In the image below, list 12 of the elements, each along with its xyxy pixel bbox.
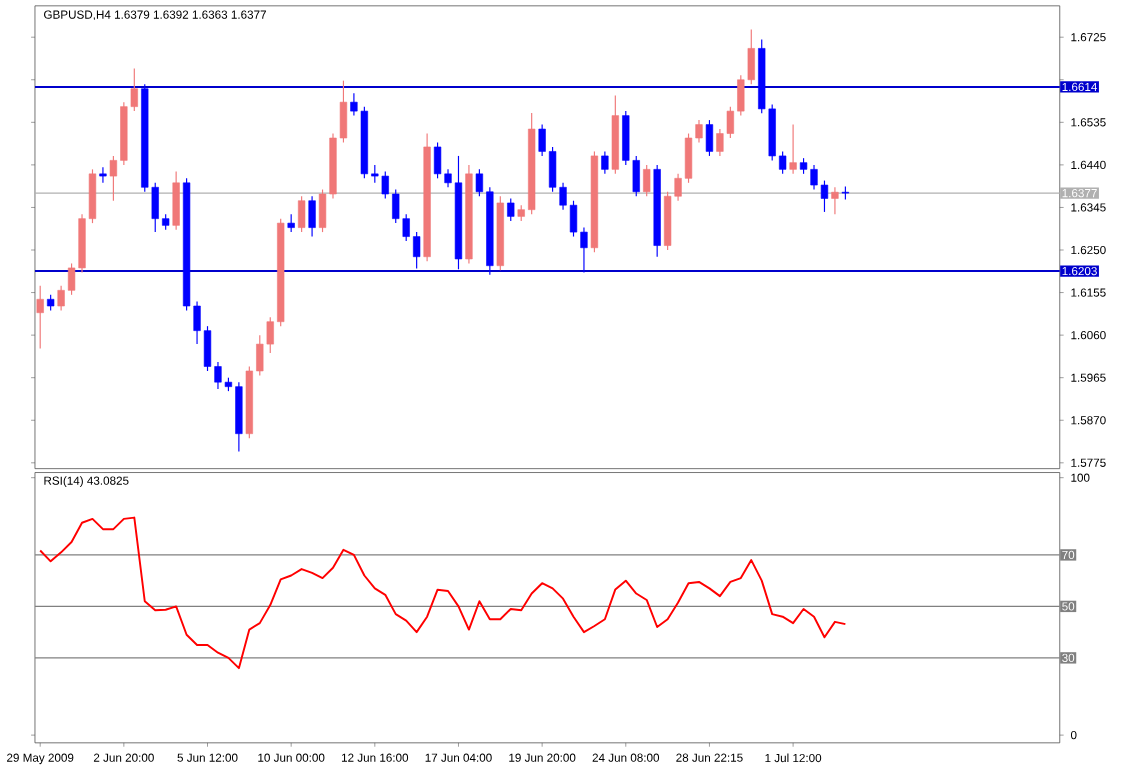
candlestick [297, 195, 306, 233]
candlestick [643, 164, 651, 197]
candlestick [507, 197, 515, 222]
line-series [39, 516, 847, 669]
candlestick [308, 195, 316, 237]
candlestick [705, 119, 714, 157]
candlestick [601, 150, 609, 175]
candlestick [36, 284, 44, 349]
candlestick [172, 170, 180, 231]
candlestick [99, 166, 107, 184]
candlestick [831, 186, 839, 215]
candlestick [789, 123, 797, 175]
